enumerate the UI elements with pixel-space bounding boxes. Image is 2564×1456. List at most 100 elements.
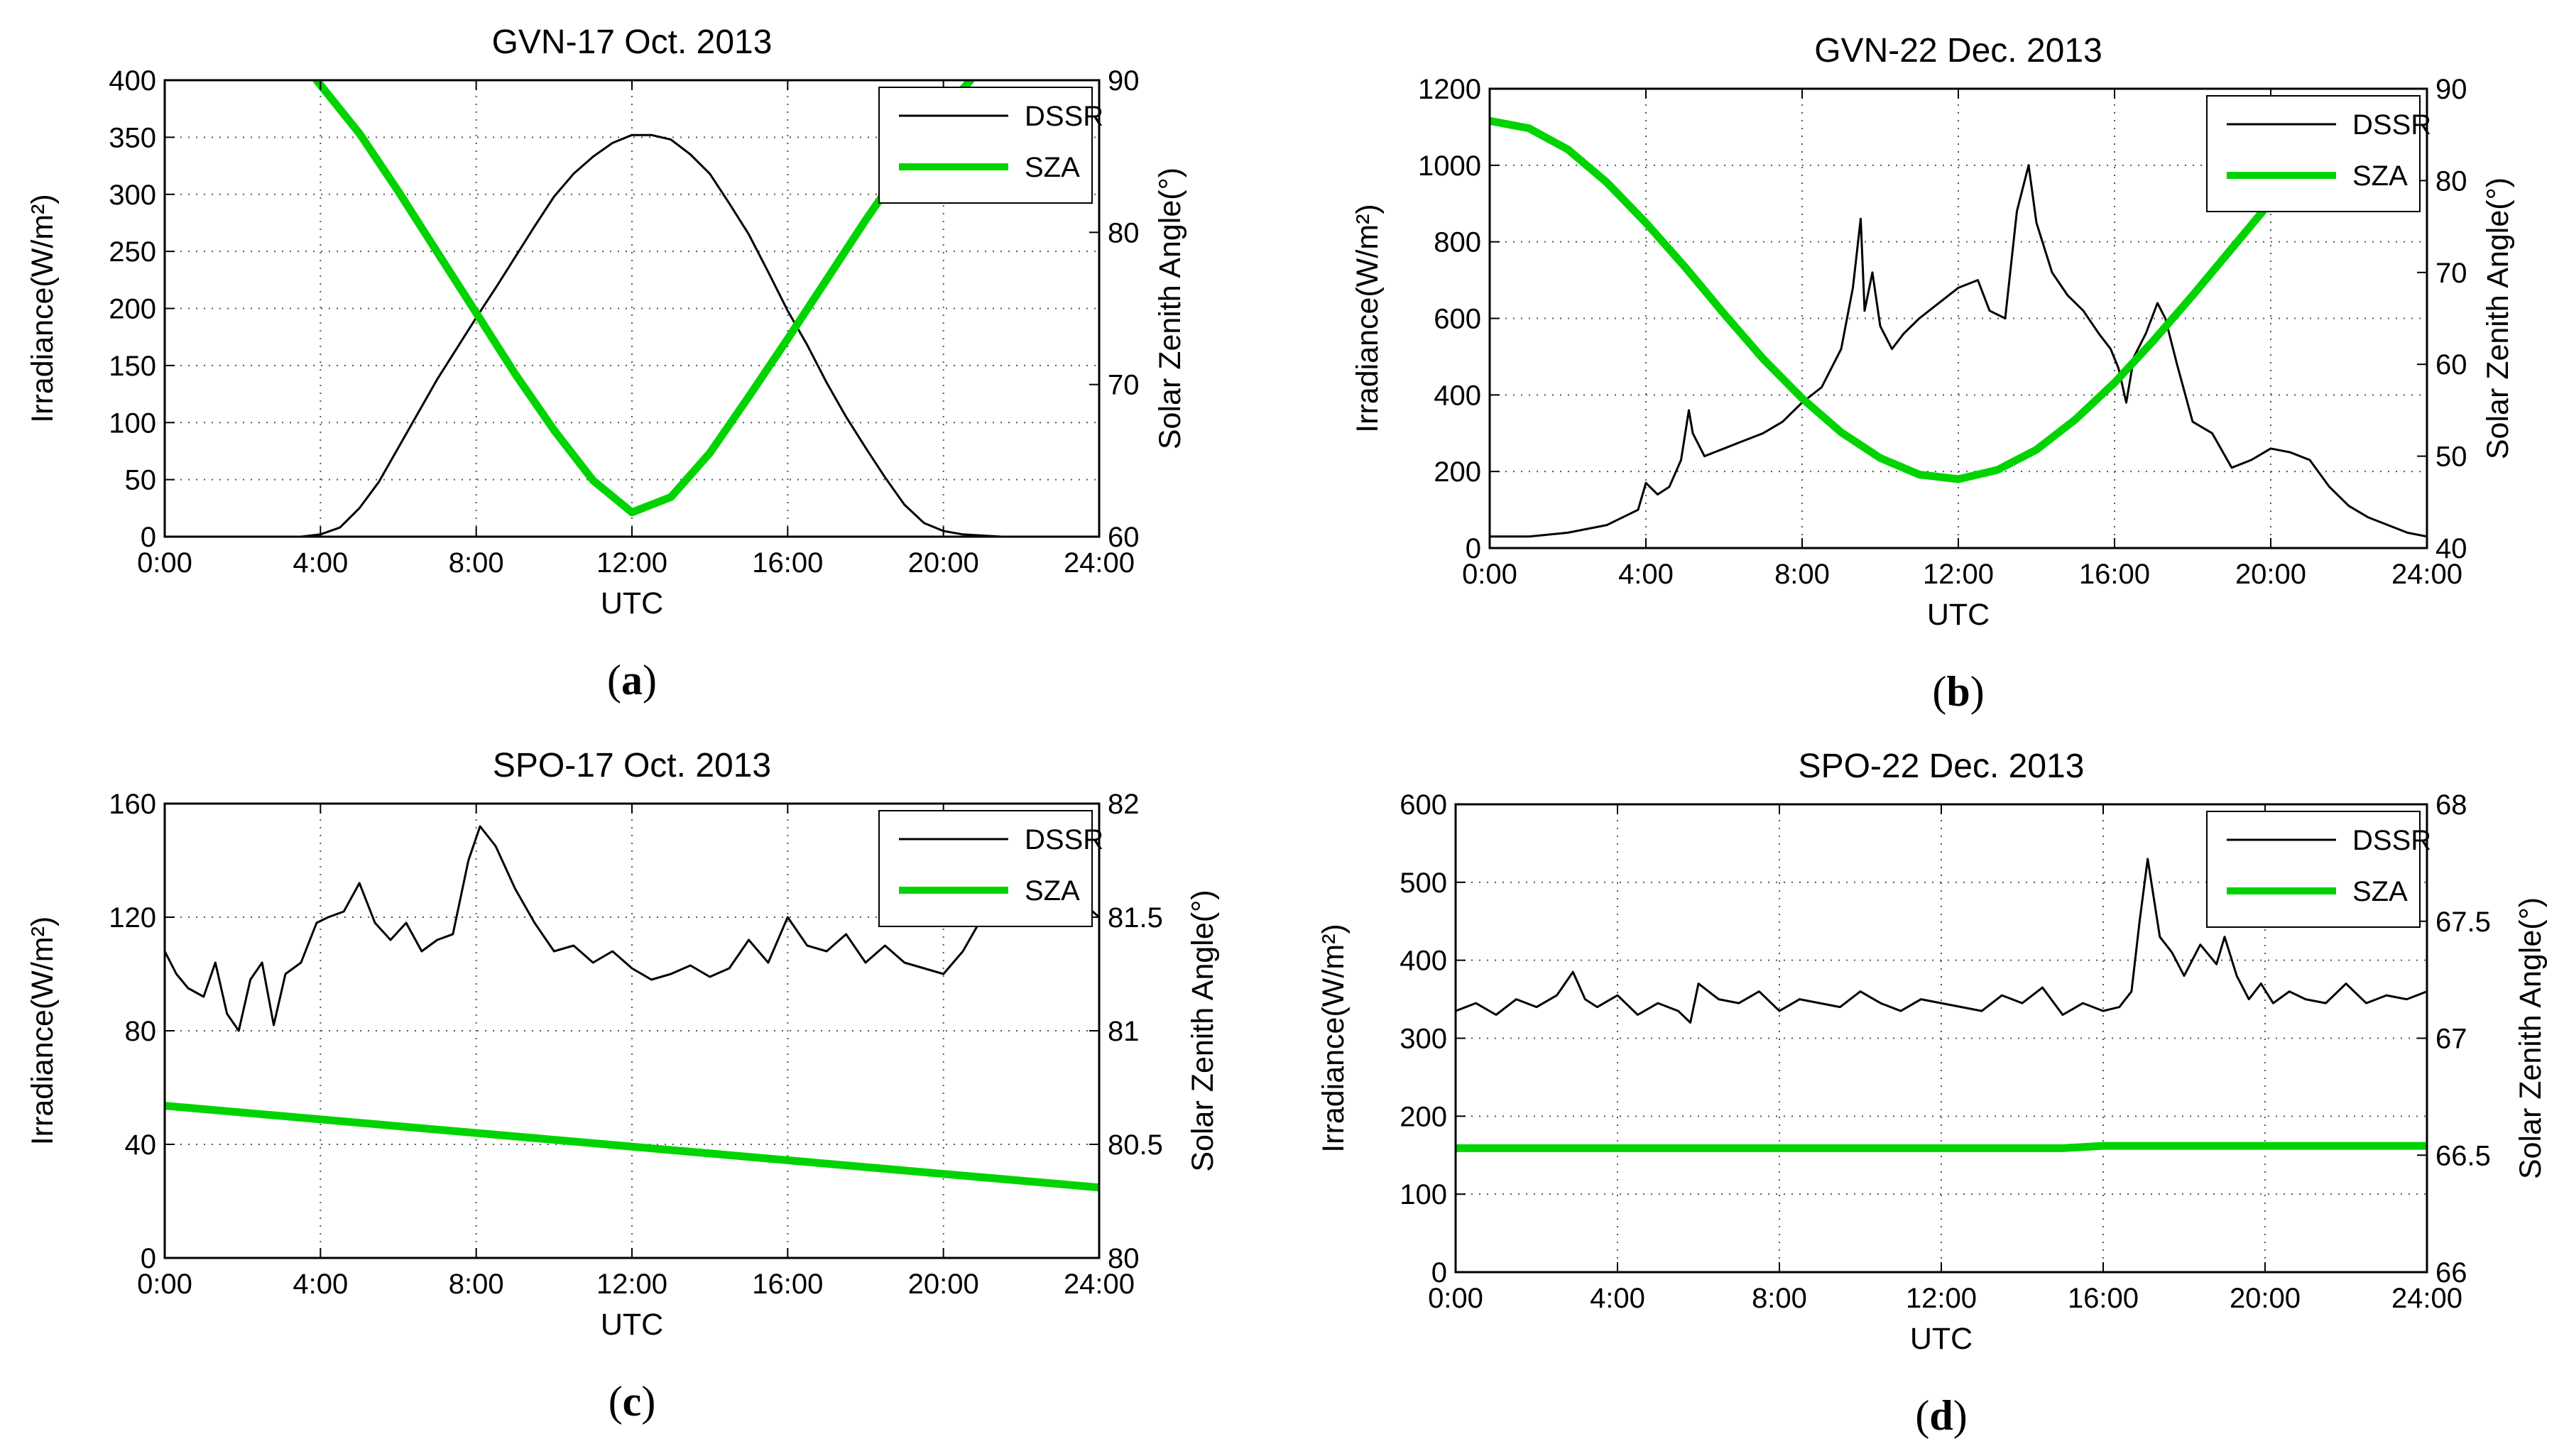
y-left-tick-label: 0 (141, 1243, 156, 1274)
panel-label: (c) (609, 1378, 656, 1425)
legend-box (878, 87, 1093, 204)
x-tick-label: 20:00 (908, 547, 979, 579)
y-left-tick-label: 200 (1400, 1101, 1447, 1132)
legend-dssr-label: DSSR (2352, 825, 2431, 856)
y-right-tick-label: 40 (2435, 533, 2467, 564)
x-tick-label: 16:00 (752, 547, 823, 579)
panel-label-letter: c (623, 1378, 642, 1425)
y-right-tick-label: 60 (2435, 349, 2467, 381)
y-left-tick-label: 400 (1434, 380, 1481, 411)
legend: DSSR SZA (878, 810, 1103, 927)
x-tick-label: 8:00 (449, 547, 504, 579)
panel-label-close-paren: ) (1953, 1392, 1968, 1439)
x-tick-label: 20:00 (2235, 559, 2306, 590)
y-right-axis-label: Solar Zenith Angle(°) (2514, 897, 2548, 1179)
x-axis-label: UTC (601, 1308, 663, 1342)
legend: DSSR SZA (2206, 811, 2431, 928)
panel-label: (a) (607, 657, 657, 704)
legend: DSSR SZA (878, 87, 1103, 204)
y-right-tick-label: 70 (2435, 258, 2467, 289)
x-tick-label: 0:00 (137, 1269, 192, 1300)
x-tick-label: 8:00 (1774, 559, 1830, 590)
legend-dssr-label: DSSR (1025, 101, 1103, 132)
legend-dssr-label: DSSR (2352, 109, 2431, 141)
sza-series-line (165, 1102, 1099, 1192)
chart-title: GVN-22 Dec. 2013 (1814, 32, 2102, 70)
y-left-axis-label: Irradiance(W/m²) (1316, 924, 1351, 1153)
y-right-axis-label: Solar Zenith Angle(°) (1153, 168, 1187, 449)
x-tick-label: 4:00 (1618, 559, 1674, 590)
x-tick-label: 0:00 (1462, 559, 1517, 590)
x-tick-label: 4:00 (293, 547, 348, 579)
y-left-tick-label: 200 (109, 294, 156, 325)
y-left-tick-label: 50 (125, 465, 157, 496)
chart-panel-a: 0:00 4:00 8:00 12:00 16:00 20:00 24:00 0 50 100 15… (26, 23, 1187, 704)
y-right-tick-label: 67.5 (2435, 907, 2491, 938)
y-left-tick-label: 0 (1431, 1257, 1447, 1288)
y-left-tick-label: 1000 (1418, 150, 1481, 182)
dssr-series-line (1490, 164, 2427, 538)
dssr-series-line (280, 133, 1003, 537)
x-tick-label: 20:00 (2230, 1283, 2301, 1314)
y-left-tick-label: 500 (1400, 867, 1447, 899)
chart-title: SPO-22 Dec. 2013 (1799, 748, 2085, 785)
x-tick-label: 0:00 (137, 547, 192, 579)
x-tick-label: 24:00 (2391, 559, 2462, 590)
legend-sza-label: SZA (1025, 152, 1080, 183)
y-left-tick-label: 400 (1400, 946, 1447, 977)
panel-label: (b) (1932, 668, 1984, 715)
y-left-tick-label: 160 (109, 789, 156, 820)
y-left-tick-label: 300 (1400, 1024, 1447, 1055)
y-left-tick-label: 120 (109, 902, 156, 934)
y-left-tick-label: 200 (1434, 456, 1481, 488)
x-tick-label: 12:00 (596, 547, 667, 579)
y-left-axis-label: Irradiance(W/m²) (1351, 204, 1385, 433)
x-tick-label: 12:00 (596, 1269, 667, 1300)
sza-series-line (1456, 1142, 2427, 1152)
y-right-tick-label: 50 (2435, 442, 2467, 473)
x-tick-label: 24:00 (1064, 547, 1135, 579)
x-tick-label: 24:00 (1064, 1269, 1135, 1300)
chart-panel-b: 0:00 4:00 8:00 12:00 16:00 20:00 24:00 0 200 400 6… (1351, 32, 2515, 715)
panel-label-close-paren: ) (641, 1378, 655, 1425)
x-tick-label: 16:00 (2079, 559, 2150, 590)
panel-label-open-paren: ( (609, 1378, 623, 1425)
y-left-tick-label: 350 (109, 122, 156, 153)
y-right-tick-label: 81 (1108, 1016, 1140, 1047)
y-left-tick-label: 400 (109, 65, 156, 97)
y-left-axis-label: Irradiance(W/m²) (26, 916, 60, 1146)
panel-label-close-paren: ) (1970, 668, 1985, 715)
legend-dssr-label: DSSR (1025, 824, 1103, 855)
y-left-tick-label: 100 (109, 407, 156, 439)
y-right-tick-label: 66 (2435, 1257, 2467, 1288)
x-tick-label: 4:00 (1590, 1283, 1645, 1314)
y-left-tick-label: 0 (141, 522, 156, 553)
y-left-tick-label: 300 (109, 180, 156, 211)
y-right-tick-label: 70 (1108, 370, 1140, 401)
sza-series-line (1490, 116, 2314, 483)
legend-box (2206, 95, 2421, 212)
chart-title: SPO-17 Oct. 2013 (493, 747, 771, 784)
y-left-tick-label: 40 (125, 1129, 157, 1161)
y-left-tick-label: 800 (1434, 227, 1481, 258)
legend-sza-label: SZA (2352, 160, 2408, 192)
panel-label-open-paren: ( (1932, 668, 1946, 715)
dssr-series-line (1456, 858, 2427, 1024)
y-right-axis-label: Solar Zenith Angle(°) (1186, 890, 1220, 1171)
y-right-tick-label: 80 (1108, 217, 1140, 248)
y-right-tick-label: 81.5 (1108, 902, 1163, 934)
chart-panel-c: 0:00 4:00 8:00 12:00 16:00 20:00 24:00 0 40 80 120… (26, 747, 1220, 1425)
x-tick-label: 8:00 (1752, 1283, 1807, 1314)
y-left-tick-label: 1200 (1418, 74, 1481, 105)
sza-series-line (312, 80, 975, 517)
y-right-tick-label: 82 (1108, 789, 1140, 820)
y-right-tick-label: 80 (2435, 165, 2467, 197)
x-tick-label: 12:00 (1923, 559, 1994, 590)
panel-label-letter: d (1929, 1392, 1953, 1439)
y-right-axis-label: Solar Zenith Angle(°) (2481, 177, 2515, 459)
dssr-series-line (165, 825, 1099, 1032)
x-axis-label: UTC (601, 586, 663, 620)
x-tick-label: 4:00 (293, 1269, 348, 1300)
